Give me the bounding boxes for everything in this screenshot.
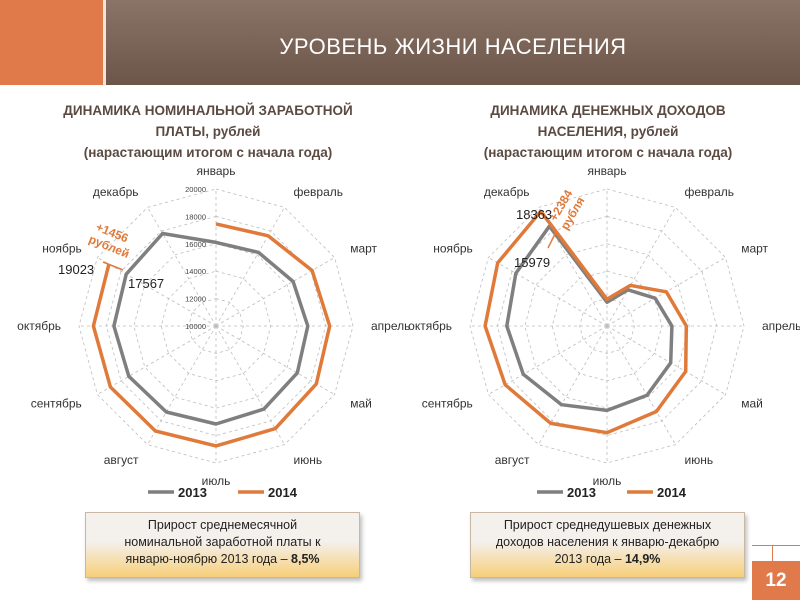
grid-spoke [97,257,217,327]
data-label-2014: 19023 [58,262,94,277]
note-text: 2013 года – [554,552,625,566]
chart-title-income: ДИНАМИКА ДЕНЕЖНЫХ ДОХОДОВ НАСЕЛЕНИЯ, руб… [418,100,798,163]
note-line: доходов населения к январю-декабрю [495,535,720,549]
axis-label-11: ноябрь [42,242,82,256]
axis-label-3: март [350,242,377,256]
axis-label-7: июль [593,474,622,488]
decorative-line [772,545,773,561]
axis-label-8: август [495,453,530,467]
grid-ring [579,298,635,354]
tick-label: 14000 [185,267,206,276]
annotation-arrow [102,261,124,271]
tick-label: 16000 [185,240,206,249]
axis-label-8: август [104,453,139,467]
grid-spoke [606,207,676,327]
chart-title-line: ДИНАМИКА ДЕНЕЖНЫХ ДОХОДОВ [490,103,726,118]
grid-ring [524,243,690,409]
axis-label-9: сентябрь [31,397,82,411]
axis-label-6: июнь [685,453,714,467]
tick-label: 10000 [185,322,206,331]
tick-label: 20000 [185,185,206,194]
axis-label-12: декабрь [484,185,530,199]
legend-label-2013: 2013 [567,485,596,500]
grid-spoke [215,207,285,327]
chart-title-salary: ДИНАМИКА НОМИНАЛЬНОЙ ЗАРАБОТНОЙ ПЛАТЫ, р… [18,100,398,163]
axis-label-6: июнь [294,453,323,467]
tick-label: 18000 [185,212,206,221]
chart-title-line: НАСЕЛЕНИЯ, рублей [537,124,679,139]
grid-spoke [606,325,676,445]
grid-spoke [147,325,217,445]
axis-label-11: ноябрь [433,242,473,256]
axis-label-2: февраль [294,185,344,199]
chart-title-line: (нарастающим итогом с начала года) [83,145,333,160]
axis-label-10: октябрь [17,319,61,333]
axis-label-5: май [741,397,763,411]
grid-ring [78,188,354,464]
axis-label-7: июль [202,474,231,488]
axis-label-9: сентябрь [422,397,473,411]
series-line-2013 [112,231,310,426]
axis-label-5: май [350,397,372,411]
legend-label-2014: 2014 [268,485,298,500]
axis-label-4: апрель [371,319,410,333]
header-accent-line [103,0,106,85]
note-line: январю-ноябрю 2013 года – 8,5% [86,551,359,568]
grid-spoke [97,325,217,395]
data-label-2013: 15979 [514,255,550,270]
axis-label-10: октябрь [408,319,452,333]
header-accent-block [0,0,103,85]
axis-label-3: март [741,242,768,256]
grid-spoke [215,325,285,445]
note-line: Прирост среднедушевых денежных [503,518,712,532]
page-number-badge: 12 [752,561,800,600]
chart-title-line: (нарастающим итогом с начала года) [483,145,733,160]
axis-label-2: февраль [685,185,735,199]
note-income-growth: Прирост среднедушевых денежных доходов н… [470,512,745,578]
grid-ring [188,298,244,354]
axis-label-1: январь [588,164,627,178]
grid-spoke [488,325,608,395]
grid-ring [469,188,745,464]
axis-label-1: январь [197,164,236,178]
annotation-arrow [547,231,557,249]
note-salary-growth: Прирост среднемесячной номинальной зараб… [85,512,360,578]
slide-title: УРОВЕНЬ ЖИЗНИ НАСЕЛЕНИЯ [279,34,627,59]
data-label-2013: 17567 [128,276,164,291]
tick-label: 12000 [185,295,206,304]
note-value: 14,9% [624,552,661,566]
grid-spoke [215,257,335,327]
note-line: номинальной заработной платы к [124,535,321,549]
note-line: Прирост среднемесячной [147,518,298,532]
series-line-2014 [483,209,689,435]
decorative-line [752,545,800,546]
grid-spoke [606,325,726,395]
note-text: январю-ноябрю 2013 года – [125,552,292,566]
grid-ring [133,243,299,409]
axis-label-4: апрель [762,319,800,333]
grid-spoke [488,257,608,327]
chart-title-line: ПЛАТЫ, рублей [155,124,261,139]
grid-spoke [147,207,217,327]
chart-title-line: ДИНАМИКА НОМИНАЛЬНОЙ ЗАРАБОТНОЙ [63,103,353,118]
note-line: 2013 года – 14,9% [471,551,744,568]
legend-label-2014: 2014 [657,485,687,500]
series-line-2013 [505,224,674,413]
series-line-2014 [91,222,332,448]
data-label-2014: 18363 [516,207,552,222]
legend-label-2013: 2013 [178,485,207,500]
note-value: 8,5% [291,552,320,566]
slide-header [0,0,800,85]
axis-label-12: декабрь [93,185,139,199]
